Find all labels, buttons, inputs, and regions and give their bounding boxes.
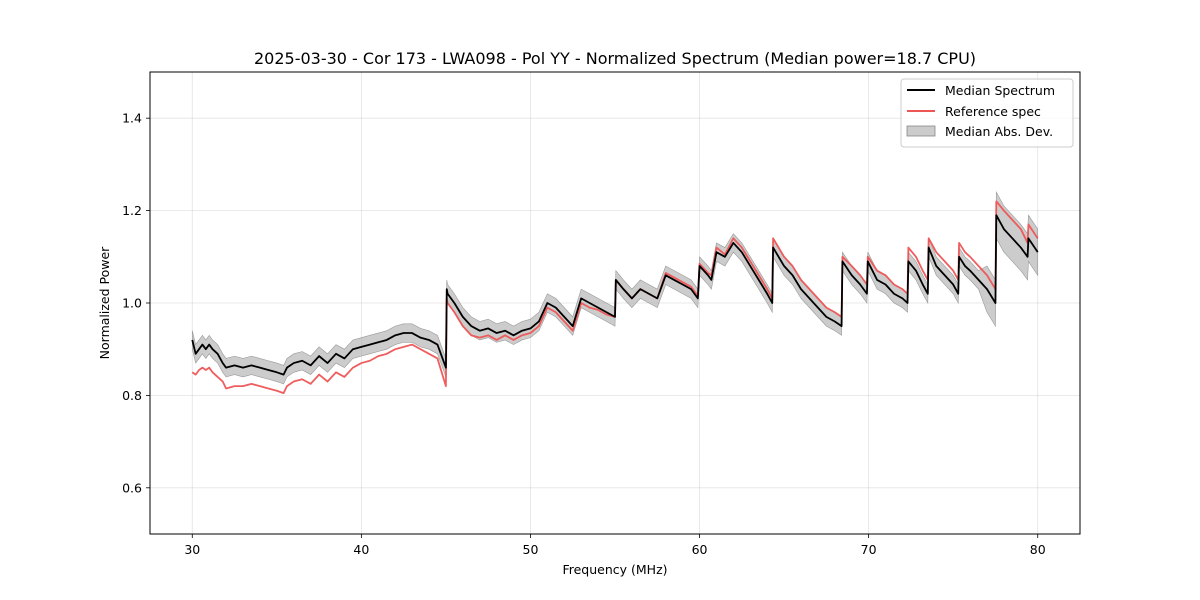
y-tick-label: 1.2	[122, 203, 142, 218]
legend-mad-label: Median Abs. Dev.	[945, 124, 1053, 139]
median-spectrum-line	[191, 214, 1039, 376]
x-tick-label: 60	[692, 542, 708, 557]
x-axis-ticks: 30 40 50 60 70 80	[184, 534, 1046, 557]
x-tick-label: 50	[523, 542, 539, 557]
legend: Median Spectrum Reference spec Median Ab…	[900, 78, 1074, 148]
y-axis-ticks: 0.6 0.8 1.0 1.2 1.4	[122, 111, 150, 495]
x-tick-label: 80	[1030, 542, 1046, 557]
y-tick-label: 0.8	[122, 388, 142, 403]
y-axis-label: Normalized Power	[97, 246, 112, 360]
x-tick-label: 70	[861, 542, 877, 557]
legend-reference-label: Reference spec	[945, 104, 1041, 119]
chart-title: 2025-03-30 - Cor 173 - LWA098 - Pol YY -…	[254, 49, 976, 68]
y-tick-label: 0.6	[122, 480, 142, 495]
legend-box	[900, 78, 1074, 148]
x-axis-label: Frequency (MHz)	[562, 562, 667, 577]
y-tick-label: 1.4	[122, 111, 142, 126]
x-tick-label: 30	[184, 542, 200, 557]
series-layer	[191, 200, 1039, 394]
y-tick-label: 1.0	[122, 296, 142, 311]
legend-mad-swatch	[906, 125, 936, 137]
legend-median-label: Median Spectrum	[945, 83, 1055, 98]
x-tick-label: 40	[353, 542, 369, 557]
